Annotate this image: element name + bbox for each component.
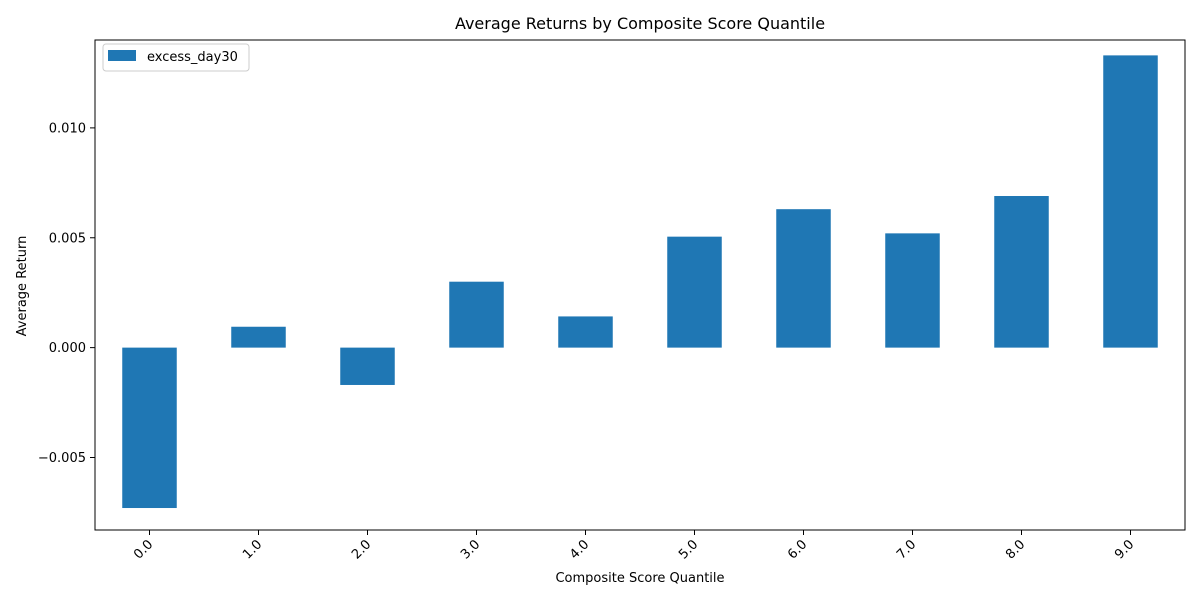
x-tick-label: 6.0: [785, 537, 810, 562]
x-tick-label: 2.0: [349, 537, 374, 562]
y-tick-label: −0.005: [38, 451, 86, 466]
legend: excess_day30: [102, 43, 250, 72]
bar: [994, 196, 1049, 348]
x-tick-label: 7.0: [894, 537, 919, 562]
x-tick-label: 9.0: [1112, 537, 1137, 562]
y-tick-label: 0.005: [49, 231, 86, 246]
x-tick-label: 4.0: [567, 537, 592, 562]
chart-title: Average Returns by Composite Score Quant…: [455, 14, 825, 33]
bar: [1103, 55, 1158, 348]
y-axis-label: Average Return: [15, 236, 30, 337]
x-tick-label: 8.0: [1003, 537, 1028, 562]
bar: [122, 347, 177, 509]
bar: [231, 326, 286, 348]
plot-frame: [94, 39, 1186, 531]
bar: [667, 236, 722, 348]
bar: [776, 209, 831, 348]
x-tick-label: 1.0: [240, 537, 265, 562]
bar: [449, 281, 504, 348]
bar: [885, 233, 940, 348]
y-tick-label: 0.010: [49, 121, 86, 136]
legend-label: excess_day30: [147, 50, 238, 65]
x-tick-label: 0.0: [131, 537, 156, 562]
y-tick-label: 0.000: [49, 341, 86, 356]
legend-swatch: [108, 50, 136, 61]
x-tick-label: 3.0: [458, 537, 483, 562]
bar: [340, 347, 395, 385]
x-axis-label: Composite Score Quantile: [555, 571, 724, 586]
x-tick-label: 5.0: [676, 537, 701, 562]
bar: [558, 316, 613, 348]
legend-frame: [102, 43, 250, 72]
plot-area: −0.005 0.000 0.005 0.010 0.0 1.0 2.0 3.0 4.0 5.0 6…: [38, 39, 1186, 562]
